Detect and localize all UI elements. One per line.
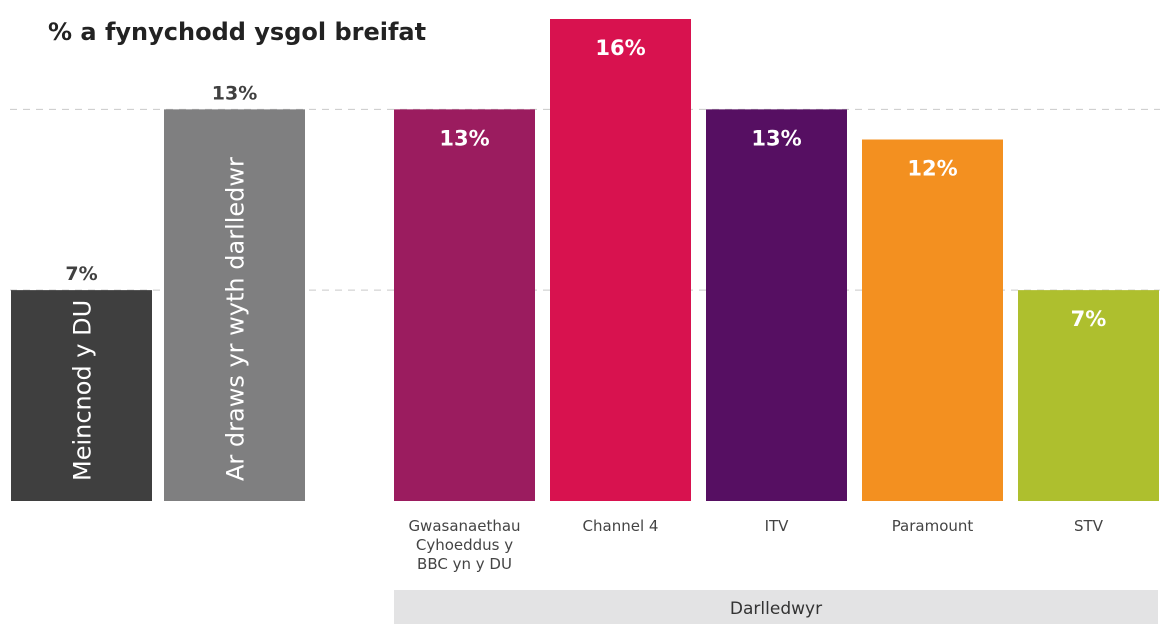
category-label-line: Channel 4 [583, 517, 659, 535]
category-label-2: ITV [765, 517, 790, 535]
category-label-line: Gwasanaethau [408, 517, 520, 535]
group-band [394, 590, 1158, 624]
category-label-line: Cyhoeddus y [416, 536, 513, 554]
category-label-line: BBC yn y DU [417, 555, 512, 573]
bar-1 [550, 19, 691, 501]
bar-4 [1018, 290, 1159, 501]
category-label-line: ITV [765, 517, 790, 535]
labels: 7% Meincnod y DU 13% Ar draws yr wyth darll… [65, 36, 1106, 573]
category-label-line: Paramount [892, 517, 974, 535]
category-label-3: Paramount [892, 517, 974, 535]
benchmark-bar-0 [11, 290, 152, 501]
benchmark-bar-1 [164, 109, 305, 501]
category-label-4: STV [1074, 517, 1104, 535]
bars [11, 19, 1159, 501]
bar-3 [862, 139, 1003, 501]
benchmark-category-label-0: Meincnod y DU [69, 300, 97, 481]
chart-title: % a fynychodd ysgol breifat [48, 18, 426, 46]
category-label-0: Gwasanaethau Cyhoeddus y BBC yn y DU [408, 517, 520, 573]
category-label-1: Channel 4 [583, 517, 659, 535]
bar-0 [394, 109, 535, 501]
bar-value-label-1: 16% [595, 36, 645, 60]
bar-2 [706, 109, 847, 501]
bar-value-label-0: 13% [439, 126, 489, 150]
bar-value-label-4: 7% [1071, 307, 1107, 331]
category-label-line: STV [1074, 517, 1104, 535]
bar-value-label-3: 12% [907, 157, 957, 181]
bar-value-label-2: 13% [751, 126, 801, 150]
benchmark-category-label-1: Ar draws yr wyth darlledwr [222, 157, 250, 481]
group-label: Darlledwyr [730, 599, 822, 619]
benchmark-value-label-1: 13% [212, 82, 257, 104]
benchmark-value-label-0: 7% [65, 263, 97, 285]
